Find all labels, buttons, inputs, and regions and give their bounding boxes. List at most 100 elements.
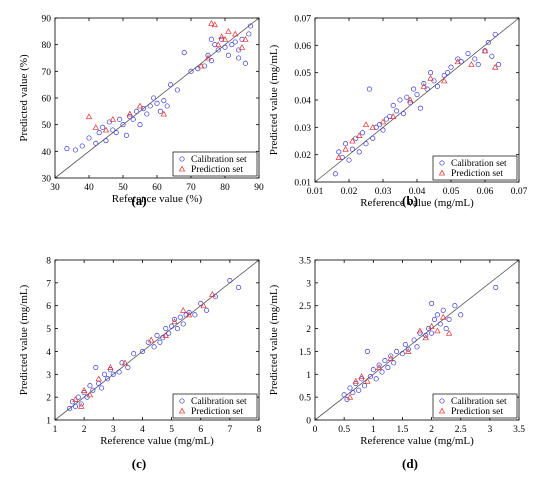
y-tick-label: 0.04	[294, 97, 311, 107]
identity-line	[314, 17, 520, 183]
calibration-point	[99, 385, 105, 391]
y-tick-label: 50	[42, 121, 52, 131]
y-tick-label: 0.05	[294, 69, 311, 79]
panel-label: (a)	[131, 193, 146, 208]
calibration-point	[186, 310, 192, 316]
calibration-point	[113, 130, 119, 136]
prediction-point	[390, 113, 397, 119]
calibration-point	[411, 337, 417, 343]
calibration-point	[493, 284, 499, 290]
prediction-point	[95, 375, 102, 382]
calibration-point	[192, 312, 198, 318]
prediction-point	[335, 154, 342, 160]
calibration-point	[195, 66, 201, 72]
calibration-point	[103, 138, 109, 144]
legend-entry: Prediction set	[191, 407, 243, 417]
y-tick-label: 4	[46, 348, 51, 358]
calibration-point	[154, 332, 160, 338]
prediction-point	[454, 58, 461, 65]
legend-marker-prediction	[178, 407, 186, 414]
calibration-point	[219, 36, 225, 42]
calibration-point	[177, 314, 183, 320]
calibration-point	[227, 278, 233, 284]
legend-entry: Prediction set	[451, 407, 503, 417]
calibration-point	[202, 63, 208, 69]
x-tick-label: 30	[50, 183, 60, 193]
calibration-point	[101, 371, 108, 377]
calibration-point	[443, 326, 449, 332]
calibration-point	[93, 140, 99, 146]
prediction-point	[349, 137, 356, 144]
calibration-point	[130, 116, 136, 122]
calibration-point	[361, 383, 368, 389]
calibration-point	[390, 102, 396, 109]
x-tick-label: 1.5	[396, 425, 408, 435]
calibration-point	[151, 344, 157, 350]
calibration-point	[377, 122, 383, 128]
calibration-point	[431, 316, 438, 322]
legend-marker-calibration	[179, 398, 185, 404]
prediction-point	[387, 354, 394, 361]
identity-line	[54, 17, 260, 179]
prediction-point	[238, 44, 246, 50]
calibration-point	[339, 154, 345, 160]
calibration-point	[174, 326, 180, 332]
calibration-point	[208, 58, 214, 64]
x-axis-label: Reference value (mg/mL)	[360, 435, 474, 447]
calibration-point	[399, 351, 405, 357]
calibration-point	[110, 127, 116, 133]
prediction-point	[92, 124, 99, 130]
legend-marker-prediction	[438, 169, 446, 176]
y-axis-label: Predicted value (%)	[18, 54, 30, 142]
panel-c: 1 2 3 4 5 6 7 8 1 2 3 4 5 6 7 8 Reference value (mg/mL) P…	[18, 257, 262, 472]
calibration-point	[356, 387, 362, 393]
prediction-point	[221, 36, 229, 42]
calibration-point	[421, 81, 427, 87]
y-tick-label: 1	[46, 417, 51, 427]
calibration-point	[166, 330, 172, 336]
calibration-point	[350, 390, 356, 396]
calibration-point	[360, 130, 366, 136]
calibration-point	[205, 52, 211, 58]
calibration-point	[203, 307, 210, 313]
x-tick-label: 0.04	[409, 187, 426, 197]
prediction-point	[427, 74, 434, 81]
calibration-point	[208, 36, 214, 42]
calibration-point	[127, 114, 133, 120]
calibration-point	[402, 342, 408, 348]
series-prediction	[72, 290, 216, 409]
x-axis-label: Reference value (%)	[112, 193, 203, 205]
y-tick-label: 8	[46, 257, 51, 267]
prediction-point	[211, 21, 218, 28]
y-tick-label: 0.02	[294, 151, 311, 161]
calibration-point	[242, 60, 248, 66]
calibration-point	[157, 108, 163, 114]
calibration-point	[400, 111, 406, 117]
prediction-point	[362, 121, 370, 128]
prediction-point	[218, 33, 225, 40]
calibration-point	[423, 332, 429, 338]
calibration-point	[417, 105, 423, 111]
prediction-point	[200, 302, 207, 309]
panel-label: (c)	[132, 456, 146, 471]
prediction-point	[107, 364, 114, 370]
x-tick-label: 0	[313, 425, 318, 435]
calibration-point	[157, 339, 163, 345]
prediction-point	[407, 96, 414, 103]
calibration-point	[356, 149, 362, 155]
series-calibration	[64, 23, 254, 153]
y-tick-label: 7	[46, 279, 51, 289]
calibration-point	[137, 122, 143, 128]
prediction-point	[492, 63, 499, 70]
x-tick-label: 4	[140, 425, 145, 435]
calibration-point	[458, 59, 464, 65]
calibration-point	[472, 56, 478, 62]
prediction-point	[80, 386, 88, 393]
x-tick-label: 3	[487, 425, 492, 435]
calibration-point	[75, 394, 81, 400]
calibration-point	[446, 316, 452, 322]
prediction-point	[364, 377, 371, 384]
calibration-point	[431, 78, 437, 84]
